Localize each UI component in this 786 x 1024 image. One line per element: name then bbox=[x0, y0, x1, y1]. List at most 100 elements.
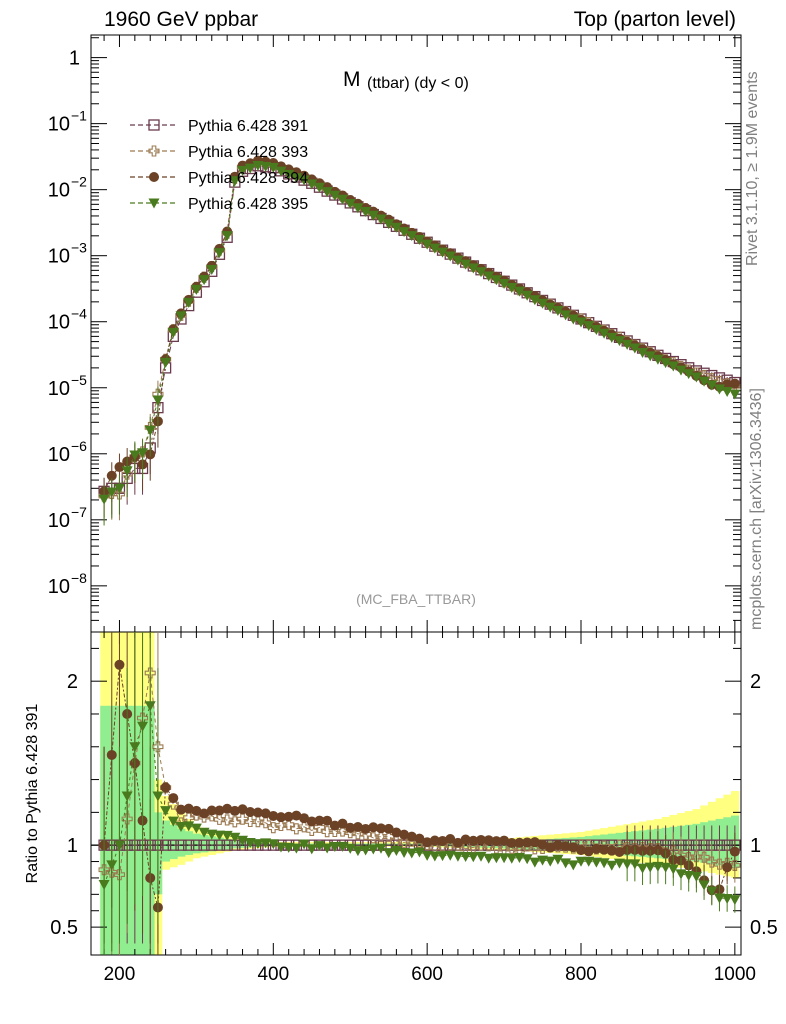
data-point bbox=[675, 365, 687, 376]
ratio-point bbox=[591, 843, 602, 854]
ratio-band-green bbox=[207, 836, 217, 852]
ratio-point bbox=[214, 805, 225, 816]
ratio-point bbox=[98, 879, 110, 890]
ratio-point bbox=[375, 831, 387, 843]
ratio-point bbox=[283, 819, 295, 831]
ratio-band-green bbox=[231, 840, 240, 849]
data-point bbox=[152, 395, 164, 406]
ratio-point bbox=[437, 851, 449, 862]
ratio-point bbox=[575, 856, 587, 867]
ratio-point bbox=[152, 741, 164, 753]
ratio-point bbox=[514, 837, 525, 848]
legend-marker bbox=[148, 198, 160, 209]
y-tick-label: 10 bbox=[48, 444, 70, 466]
data-point bbox=[206, 264, 218, 275]
axis-ticks bbox=[91, 35, 741, 955]
legend-marker bbox=[148, 145, 160, 157]
ratio-point bbox=[121, 813, 133, 825]
ratio-point bbox=[460, 851, 472, 862]
ratio-point bbox=[98, 864, 110, 876]
ratio-point bbox=[352, 828, 364, 840]
ratio-point bbox=[360, 845, 372, 856]
y-tick-label: 10 bbox=[48, 180, 70, 202]
ratio-point bbox=[606, 860, 618, 871]
ratio-y-tick-label: 0.5 bbox=[50, 917, 78, 939]
y-tick-exponent: −8 bbox=[71, 570, 87, 586]
y-tick-exponent: −5 bbox=[71, 372, 87, 388]
ratio-point bbox=[368, 822, 379, 833]
ratio-y-tick-label-right: 0.5 bbox=[750, 917, 778, 939]
y-tick-label: 10 bbox=[48, 378, 70, 400]
ratio-point bbox=[167, 816, 179, 827]
ratio-point bbox=[306, 816, 317, 827]
ratio-band-green bbox=[184, 831, 194, 855]
data-point bbox=[252, 161, 264, 172]
data-point bbox=[375, 214, 387, 225]
y-tick-exponent: −7 bbox=[71, 504, 87, 520]
ratio-point bbox=[576, 845, 586, 856]
ratio-point bbox=[537, 839, 548, 850]
ratio-point bbox=[613, 858, 625, 869]
ratio-point bbox=[352, 821, 363, 832]
ratio-point bbox=[706, 856, 718, 868]
data-point bbox=[306, 179, 318, 190]
ratio-point bbox=[398, 836, 410, 848]
data-point bbox=[106, 487, 118, 498]
ratio-point bbox=[506, 853, 518, 864]
data-point bbox=[244, 163, 256, 174]
series-4-main bbox=[98, 161, 741, 526]
y-tick-label: 10 bbox=[48, 576, 70, 598]
data-point bbox=[213, 248, 225, 259]
ratio-point bbox=[383, 830, 395, 842]
ratio-point bbox=[322, 815, 333, 826]
ratio-point bbox=[690, 851, 702, 863]
data-point bbox=[729, 389, 741, 400]
data-point bbox=[683, 369, 695, 380]
ratio-point bbox=[429, 835, 440, 846]
data-point bbox=[144, 425, 156, 436]
data-point bbox=[567, 314, 579, 325]
ratio-point bbox=[413, 847, 425, 858]
ratio-point bbox=[391, 827, 402, 838]
ratio-point bbox=[213, 813, 226, 825]
ratio-point bbox=[399, 829, 410, 840]
ratio-point bbox=[244, 838, 256, 849]
watermark: (MC_FBA_TTBAR) bbox=[356, 591, 476, 607]
ratio-point bbox=[721, 893, 733, 904]
data-point bbox=[660, 358, 672, 369]
series-2-ratio bbox=[98, 632, 741, 955]
legend-marker bbox=[148, 119, 160, 131]
data-point bbox=[313, 182, 325, 193]
header-left: 1960 GeV ppbar bbox=[104, 8, 259, 31]
ratio-point bbox=[598, 858, 610, 869]
ratio-point bbox=[329, 842, 341, 853]
ratio-point bbox=[252, 839, 264, 850]
legend-label: Pythia 6.428 393 bbox=[188, 144, 308, 161]
ratio-band-green bbox=[600, 834, 609, 854]
ratio-y-tick-label-right: 1 bbox=[750, 835, 761, 857]
y-tick-exponent: −2 bbox=[71, 174, 87, 190]
ratio-band-green bbox=[161, 820, 170, 862]
x-tick-label: 400 bbox=[257, 964, 289, 985]
data-point bbox=[221, 231, 233, 242]
y-tick-label: 10 bbox=[48, 114, 70, 136]
ratio-point bbox=[529, 843, 541, 855]
ratio-point bbox=[352, 846, 364, 857]
ratio-point bbox=[175, 822, 187, 833]
data-point bbox=[98, 494, 110, 505]
ratio-point bbox=[160, 806, 172, 817]
data-point bbox=[467, 263, 479, 274]
data-point bbox=[413, 234, 425, 245]
data-point bbox=[267, 162, 279, 173]
ratio-point bbox=[306, 824, 318, 836]
legend-label: Pythia 6.428 395 bbox=[188, 196, 308, 213]
x-tick-label: 200 bbox=[104, 964, 136, 985]
ratio-band-green bbox=[200, 834, 209, 853]
data-point bbox=[590, 324, 602, 335]
ratio-point bbox=[206, 829, 218, 840]
ratio-point bbox=[583, 856, 595, 867]
ratio-point bbox=[268, 810, 279, 821]
ratio-y-tick-label: 1 bbox=[67, 835, 78, 857]
data-point bbox=[183, 297, 195, 308]
